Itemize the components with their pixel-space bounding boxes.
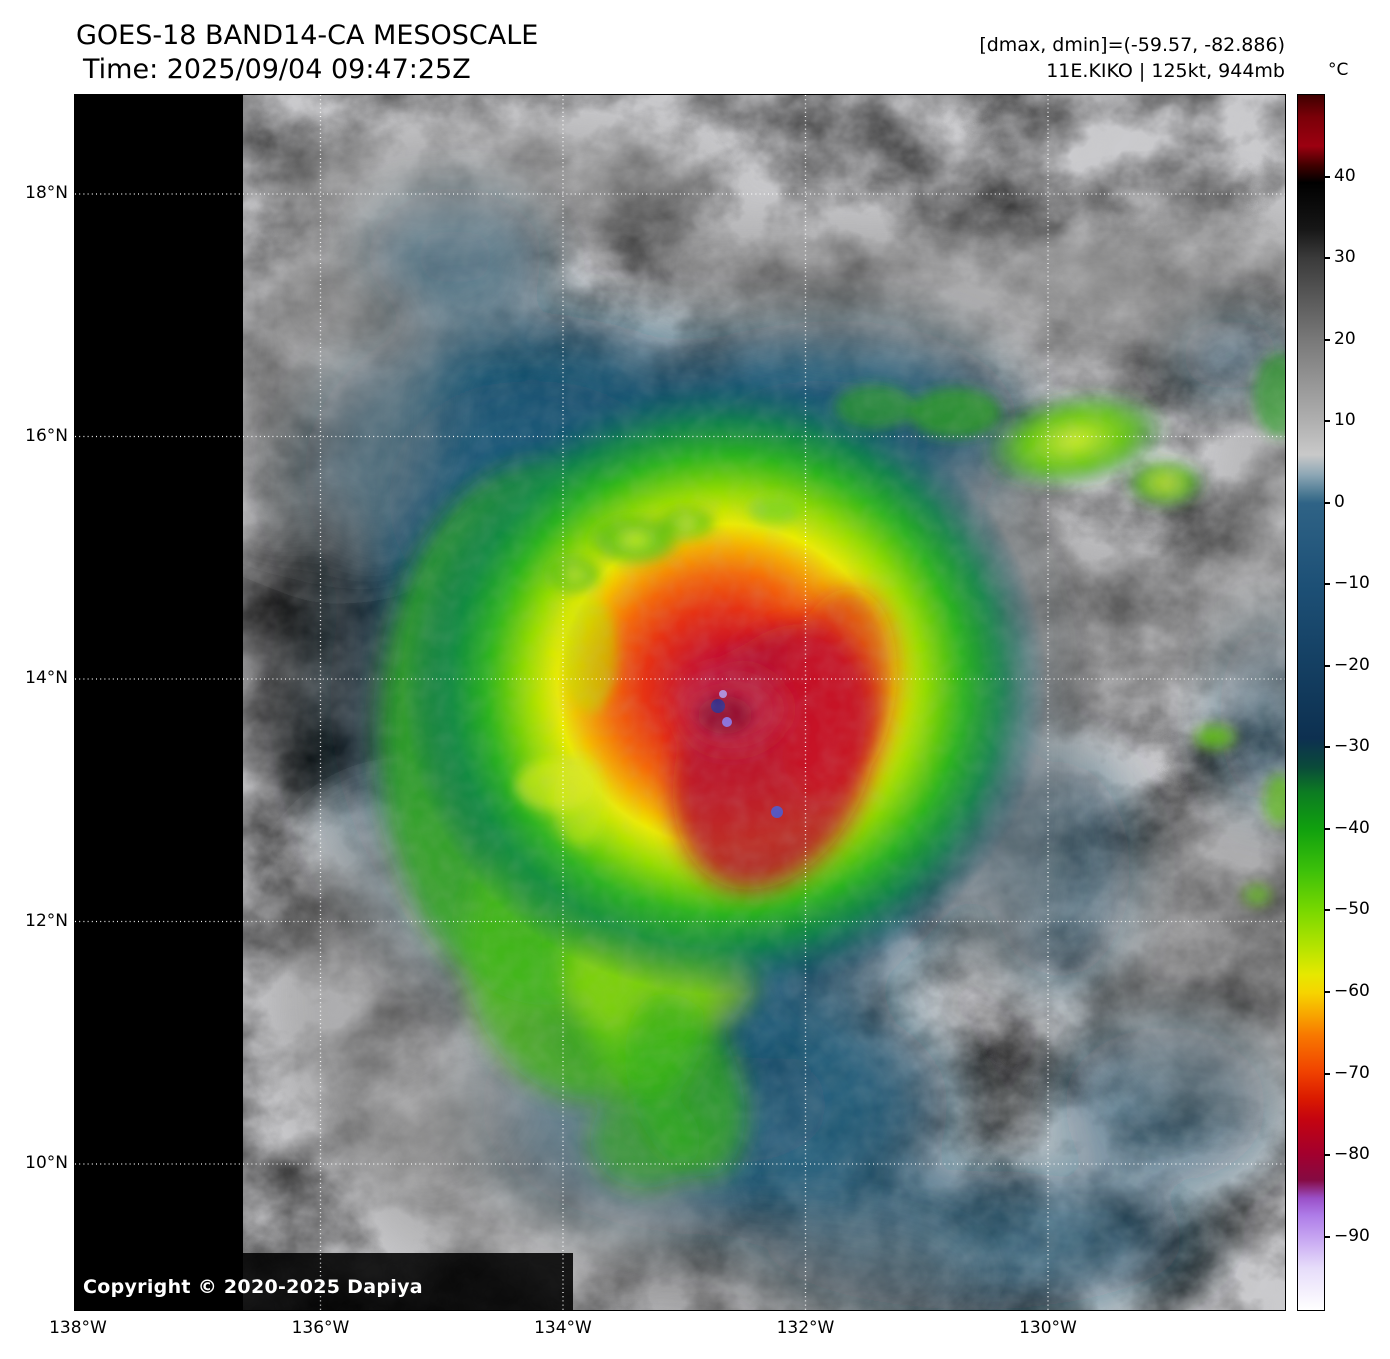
colorbar-tick-mark bbox=[1324, 827, 1330, 830]
colorbar-tick-label: −70 bbox=[1334, 1062, 1370, 1083]
colorbar-tick-label: −20 bbox=[1334, 654, 1370, 675]
colorbar-tick-label: −30 bbox=[1334, 736, 1370, 757]
colorbar-tick-mark bbox=[1324, 257, 1330, 260]
lon-tick-label: 136°W bbox=[291, 1318, 350, 1338]
copyright-label: Copyright © 2020-2025 Dapiya bbox=[83, 1276, 423, 1298]
colorbar-tick-mark bbox=[1324, 746, 1330, 749]
lat-tick-label: 16°N bbox=[25, 425, 68, 446]
lon-tick-label: 132°W bbox=[776, 1318, 835, 1338]
colorbar bbox=[1297, 94, 1325, 1311]
figure-time: Time: 2025/09/04 09:47:25Z bbox=[83, 54, 471, 85]
lat-tick-label: 14°N bbox=[25, 668, 68, 688]
satellite-imagery bbox=[75, 95, 1285, 1310]
colorbar-tick-label: 10 bbox=[1334, 410, 1356, 431]
colorbar-tick-mark bbox=[1324, 1235, 1330, 1238]
colorbar-tick-mark bbox=[1324, 501, 1330, 504]
figure-title: GOES-18 BAND14-CA MESOSCALE bbox=[76, 20, 539, 51]
colorbar-tick-label: −90 bbox=[1334, 1225, 1370, 1246]
storm-info-label: 11E.KIKO | 125kt, 944mb bbox=[1046, 59, 1285, 82]
colorbar-tick-mark bbox=[1324, 338, 1330, 341]
dmax-dmin-label: [dmax, dmin]=(-59.57, -82.886) bbox=[979, 34, 1285, 56]
gridlines bbox=[75, 95, 1285, 1310]
colorbar-tick-label: −60 bbox=[1334, 980, 1370, 1001]
colorbar-tick-mark bbox=[1324, 583, 1330, 586]
colorbar-unit-label: °C bbox=[1328, 60, 1349, 80]
colorbar-tick-label: 20 bbox=[1334, 328, 1356, 349]
colorbar-tick-label: −50 bbox=[1334, 899, 1370, 920]
colorbar-tick-label: 30 bbox=[1334, 247, 1356, 268]
colorbar-tick-mark bbox=[1324, 175, 1330, 178]
colorbar-tick-label: 0 bbox=[1334, 491, 1345, 512]
colorbar-tick-label: −10 bbox=[1334, 573, 1370, 594]
colorbar-tick-mark bbox=[1324, 990, 1330, 993]
lat-tick-label: 12°N bbox=[25, 910, 68, 931]
colorbar-tick-mark bbox=[1324, 1072, 1330, 1075]
lat-tick-label: 18°N bbox=[25, 183, 68, 203]
lon-tick-label: 134°W bbox=[534, 1318, 592, 1338]
colorbar-tick-label: −80 bbox=[1334, 1144, 1370, 1165]
lon-tick-label: 138°W bbox=[49, 1318, 107, 1338]
lon-tick-label: 130°W bbox=[1019, 1318, 1077, 1338]
header-info: [dmax, dmin]=(-59.57, -82.886) 11E.KIKO … bbox=[979, 33, 1285, 84]
lat-tick-label: 10°N bbox=[25, 1153, 68, 1173]
data-region bbox=[243, 95, 1285, 1310]
colorbar-tick-label: 40 bbox=[1334, 165, 1356, 186]
colorbar-tick-mark bbox=[1324, 909, 1330, 912]
colorbar-tick-mark bbox=[1324, 1154, 1330, 1157]
colorbar-tick-mark bbox=[1324, 664, 1330, 667]
colorbar-tick-mark bbox=[1324, 420, 1330, 423]
satellite-map: Copyright © 2020-2025 Dapiya bbox=[74, 94, 1286, 1311]
colorbar-tick-label: −40 bbox=[1334, 817, 1370, 838]
